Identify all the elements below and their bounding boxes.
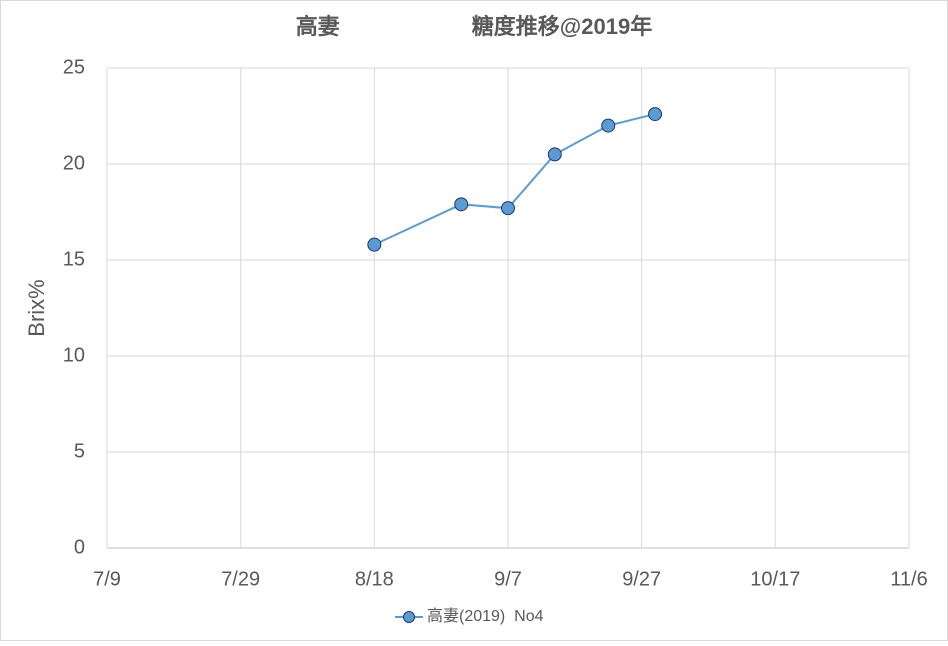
x-tick-label: 9/7: [494, 568, 522, 590]
x-tick-label: 7/9: [93, 568, 121, 590]
data-point: [501, 201, 515, 216]
legend-marker: [403, 611, 415, 623]
data-point: [454, 197, 469, 212]
series-line: [373, 113, 656, 246]
y-tick-label: 25: [63, 56, 85, 78]
data-point: [601, 118, 616, 133]
data-point: [648, 107, 663, 122]
y-axis-label: Brix%: [24, 279, 49, 336]
x-tick-label: 9/27: [622, 568, 661, 590]
y-tick-label: 15: [63, 248, 85, 270]
legend-label: 高妻(2019) No4: [427, 607, 544, 625]
x-tick-label: 11/6: [890, 568, 927, 590]
x-tick-label: 8/18: [355, 568, 394, 590]
chart-title: 高妻 糖度推移@2019年: [296, 14, 652, 39]
y-tick-label: 20: [63, 152, 85, 174]
x-tick-label: 7/29: [221, 568, 260, 590]
data-point: [367, 237, 382, 252]
x-tick-label: 10/17: [750, 568, 800, 590]
y-tick-label: 0: [74, 536, 85, 558]
y-tick-label: 10: [63, 344, 85, 366]
y-tick-label: 5: [74, 440, 85, 462]
data-point: [547, 147, 562, 162]
